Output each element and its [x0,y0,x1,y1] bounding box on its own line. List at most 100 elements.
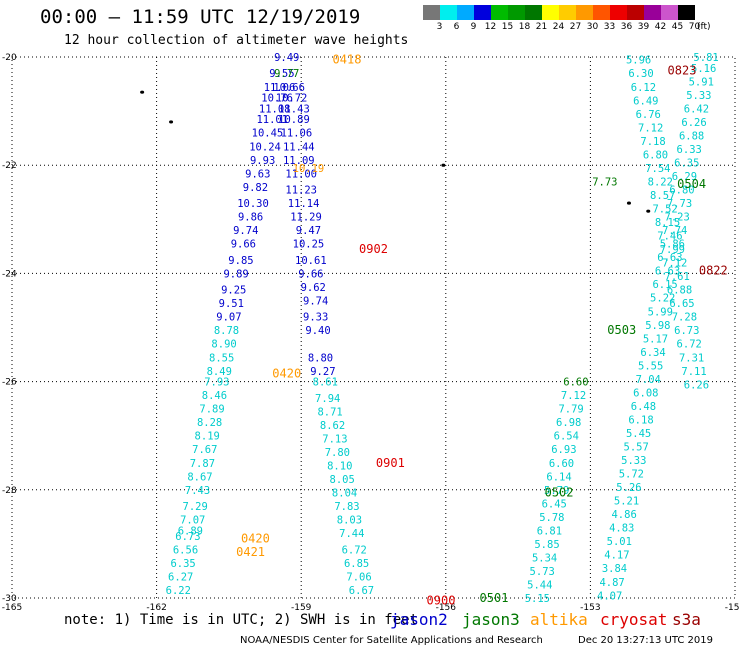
legend-label: 9 [470,22,477,32]
wave-height-value: 6.88 [667,285,692,297]
wave-height-value: 6.45 [542,498,567,510]
map-subtitle: 12 hour collection of altimeter wave hei… [64,33,409,48]
wave-height-value: 5.34 [532,552,557,564]
pass-time-label: 0420 [241,531,270,545]
wave-height-value: 7.74 [662,225,687,237]
wave-height-value: 5.15 [525,593,550,605]
pass-time-label: 0822 [699,264,728,278]
wave-height-value: 6.73 [674,325,699,337]
wave-height-value: 9.62 [301,282,326,294]
wave-height-value: 8.15 [655,217,680,229]
island [626,201,631,205]
wave-height-value: 9.25 [221,285,246,297]
wave-height-value: 5.91 [689,76,714,88]
wave-height-value: 8.22 [648,176,673,188]
wave-height-value: 9.07 [216,312,241,324]
wave-height-value: 7.04 [636,374,661,386]
wave-height-value: 9.27 [310,366,335,378]
wave-height-value: 7.61 [665,271,690,283]
wave-height-value: 7.73 [592,176,617,188]
legend-swatch [576,5,593,20]
legend-swatch [491,5,508,20]
legend-label: 15 [501,22,514,32]
wave-height-value: 6.12 [631,82,656,94]
wave-height-value: 7.87 [190,458,215,470]
pass-time-label: 0421 [236,545,265,559]
wave-height-value: 6.93 [551,444,576,456]
wave-height-value: 6.26 [684,379,709,391]
wave-height-value: 9.74 [303,295,328,307]
time-labels: 0418082305040902082205030420090108050204… [236,53,728,608]
legend-label: 21 [535,22,548,32]
wave-height-value: 6.63 [655,266,680,278]
wave-height-value: 6.22 [166,585,191,597]
wave-height-value: 11.00 [285,168,317,180]
wave-height-value: 6.89 [178,525,203,537]
wave-height-value: 6.49 [633,95,658,107]
island [646,209,651,213]
wave-height-value: 7.89 [199,404,224,416]
wave-height-value: 9.33 [303,312,328,324]
wave-height-value: 8.49 [207,366,232,378]
wave-height-value: 8.78 [214,325,239,337]
wave-height-value: 6.27 [168,571,193,583]
wave-height-value: 6.56 [173,544,198,556]
wave-height-value: 5.17 [643,333,668,345]
legend-swatch [593,5,610,20]
wave-height-value: 4.86 [611,509,636,521]
x-tick-label: -153 [580,603,600,613]
axis-tick-labels: -165 -162 -159 -156 -153 -150 -20 -22 -24 -26 -28 -… [2,53,740,613]
satellite-jason3: jason3 [462,610,520,629]
wave-height-value: 5.45 [626,428,651,440]
satellite-s3a: s3a [672,610,701,629]
wave-height-value: 8.80 [308,352,333,364]
data-points: 9.499.5511.0610.7611.0811.0110.4510.249.… [166,52,719,605]
wave-height-value: 10.66 [273,82,305,94]
legend-swatch [678,5,695,20]
pass-time-label: 0418 [333,53,362,67]
wave-height-value: 8.46 [202,390,227,402]
wave-height-value: 6.35 [170,558,195,570]
wave-height-value: 3.84 [602,563,627,575]
wave-height-value: 7.12 [561,390,586,402]
wave-height-value: 5.01 [607,536,632,548]
legend-swatch [508,5,525,20]
legend-swatch [423,5,440,20]
wave-height-value: 10.61 [295,255,327,267]
wave-height-value: 7.83 [334,501,359,513]
map-title: 00:00 – 11:59 UTC 12/19/2019 [40,6,361,28]
legend-swatch [474,5,491,20]
wave-height-value: 5.33 [686,90,711,102]
wave-height-value: 8.04 [332,488,357,500]
wave-height-value: 6.42 [684,103,709,115]
wave-height-value: 9.82 [243,182,268,194]
wave-height-value: 10.89 [278,114,310,126]
wave-height-value: 6.72 [677,339,702,351]
wave-height-value: 6.65 [669,298,694,310]
wave-height-value: 10.30 [237,198,269,210]
wave-height-value: 11.06 [264,82,296,94]
wave-height-value: 6.72 [342,544,367,556]
wave-height-value: 5.57 [624,442,649,454]
wave-height-value: 5.72 [619,469,644,481]
pass-time-label: 0420 [272,366,301,380]
wave-height-value: 6.14 [546,471,571,483]
wave-height-value: 8.05 [330,474,355,486]
generated-timestamp: Dec 20 13:27:13 UTC 2019 [578,635,713,646]
wave-height-value: 10.45 [252,128,284,140]
wave-height-value: 8.62 [320,420,345,432]
pass-time-label: 0823 [668,64,697,78]
legend-label: 36 [620,22,633,32]
wave-height-value: 7.80 [325,447,350,459]
wave-height-value: 9.86 [238,212,263,224]
wave-height-value: 8.28 [197,417,222,429]
y-tick-label: -20 [2,53,17,63]
wave-height-value: 5.96 [626,55,651,67]
wave-height-value: 10.25 [293,239,325,251]
wave-height-value: 11.29 [290,212,322,224]
wave-height-value: 6.30 [628,68,653,80]
legend-swatch [542,5,559,20]
legend-label: 33 [603,22,616,32]
x-tick-label: -156 [436,603,457,613]
